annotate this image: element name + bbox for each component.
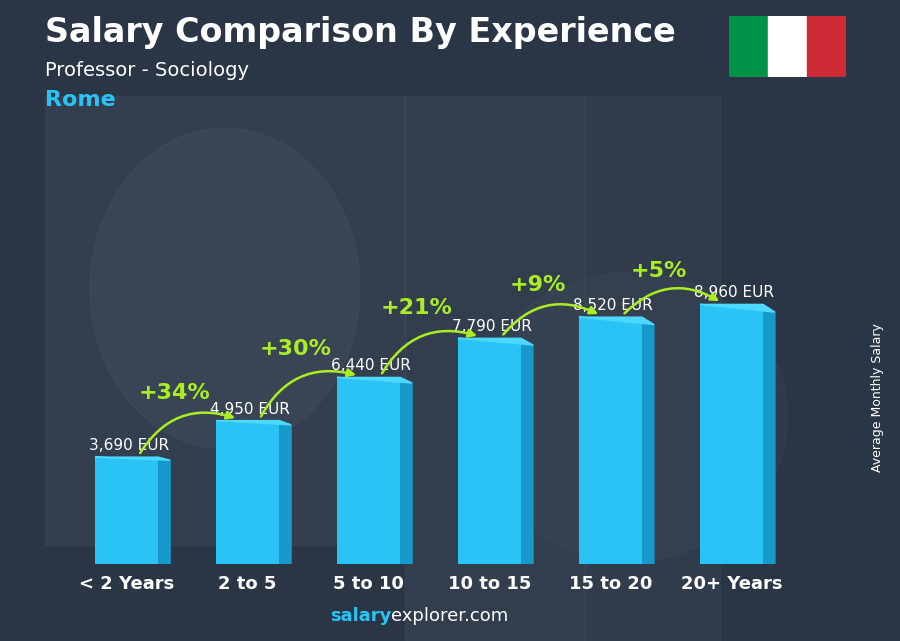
Text: +9%: +9% — [509, 276, 566, 296]
Text: +30%: +30% — [260, 338, 332, 358]
Polygon shape — [216, 420, 291, 425]
Polygon shape — [763, 304, 775, 564]
Text: 7,790 EUR: 7,790 EUR — [452, 319, 532, 335]
FancyBboxPatch shape — [458, 338, 521, 564]
Bar — [729, 16, 768, 77]
Polygon shape — [642, 317, 654, 564]
Polygon shape — [158, 457, 170, 564]
Polygon shape — [337, 378, 412, 383]
Polygon shape — [95, 457, 170, 460]
Text: explorer.com: explorer.com — [392, 607, 508, 625]
FancyBboxPatch shape — [700, 304, 763, 564]
Text: 4,950 EUR: 4,950 EUR — [210, 402, 290, 417]
Bar — [807, 16, 846, 77]
Ellipse shape — [90, 128, 360, 449]
Text: Professor - Sociology: Professor - Sociology — [45, 61, 249, 80]
Polygon shape — [458, 338, 533, 345]
Bar — [768, 16, 807, 77]
Text: Rome: Rome — [45, 90, 116, 110]
FancyBboxPatch shape — [337, 378, 400, 564]
Polygon shape — [521, 338, 533, 564]
Bar — [405, 96, 585, 641]
Text: +5%: +5% — [631, 261, 687, 281]
Text: 8,960 EUR: 8,960 EUR — [694, 285, 774, 301]
Text: 8,520 EUR: 8,520 EUR — [573, 298, 652, 313]
Ellipse shape — [472, 272, 788, 561]
FancyBboxPatch shape — [579, 317, 642, 564]
Bar — [45, 96, 405, 545]
FancyBboxPatch shape — [95, 457, 158, 564]
Polygon shape — [400, 378, 412, 564]
Text: salary: salary — [330, 607, 392, 625]
Text: +21%: +21% — [381, 298, 453, 318]
Text: 6,440 EUR: 6,440 EUR — [331, 358, 411, 374]
Bar — [585, 96, 720, 641]
Polygon shape — [579, 317, 654, 324]
Text: +34%: +34% — [140, 383, 211, 403]
FancyBboxPatch shape — [216, 420, 279, 564]
Polygon shape — [700, 304, 775, 312]
Text: Average Monthly Salary: Average Monthly Salary — [871, 323, 884, 472]
Text: Salary Comparison By Experience: Salary Comparison By Experience — [45, 16, 676, 49]
Polygon shape — [279, 420, 291, 564]
Text: 3,690 EUR: 3,690 EUR — [89, 438, 169, 453]
